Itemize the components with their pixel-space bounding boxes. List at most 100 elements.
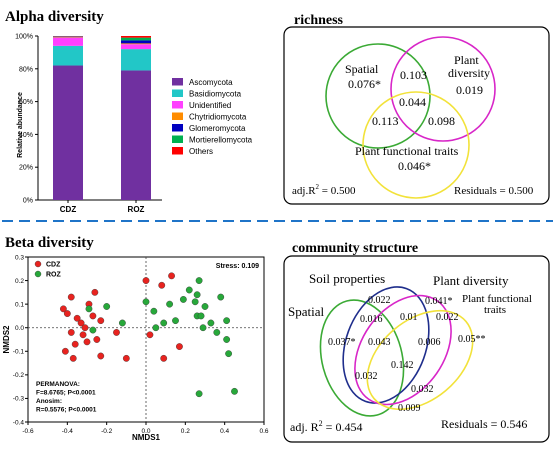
beta-stats-line: F=8.6765; P<0.0001 [36,390,96,397]
richness-spatial-plant: 0.103 [400,68,427,82]
alpha-bar-segment [121,40,151,44]
community-adj-r2: adj. R2 = 0.454 [290,419,362,434]
beta-title: Beta diversity [5,235,94,251]
beta-xtick-label: -0.4 [62,428,74,435]
beta-xtick-label: 0.2 [181,428,190,435]
community-v022a: 0.022 [368,295,391,306]
richness-traits-circle [362,91,470,199]
richness-panel: richness Spatial Plant diversity Plant f… [283,13,550,205]
richness-spatial-only: 0.076* [348,77,381,91]
richness-plant-traits: 0.098 [428,114,455,128]
beta-point [201,303,209,310]
community-set-traits-2: traits [484,304,506,316]
alpha-legend-swatch [172,124,183,132]
beta-point [217,293,225,301]
alpha-category-label: ROZ [128,205,145,214]
beta-point [79,331,87,339]
beta-point [191,298,199,306]
alpha-bar-segment [121,49,151,71]
community-title: community structure [292,241,418,256]
beta-point [179,296,187,303]
richness-spatial-circle [325,43,431,149]
beta-point [168,272,175,280]
community-set-traits: Plant functional [462,293,532,305]
alpha-ytick-label: 60% [19,99,33,106]
community-residuals: Residuals = 0.546 [441,417,527,431]
beta-ytick-label: -0.3 [13,396,25,403]
beta-point [152,324,160,332]
beta-point [67,329,75,336]
community-set-plant: Plant diversity [433,273,509,288]
alpha-bar-segment [121,37,151,41]
beta-ytick-label: 0.0 [15,325,24,332]
community-v016: 0.016 [360,314,383,325]
beta-legend-label: ROZ [46,272,62,279]
alpha-legend-label: Basidiomycota [189,90,242,99]
alpha-legend-swatch [172,147,183,155]
community-v032b: 0.032 [411,384,434,395]
alpha-ytick-label: 100% [15,34,33,41]
beta-stress: Stress: 0.109 [216,263,259,270]
beta-stats-line: PERMANOVA: [36,381,80,388]
beta-point [166,300,174,308]
beta-point [89,312,97,320]
beta-point [160,319,168,327]
community-v009: 0.009 [398,403,421,414]
alpha-legend-label: Glomeromycota [189,124,246,133]
community-soil-ellipse [342,286,430,404]
alpha-ylabel: Relative abundance [17,92,24,158]
beta-xtick-label: 0.4 [220,428,229,435]
alpha-panel: Alpha diversity 0% 20% 40% 60% 80% 100% CDZ ROZ… [5,9,253,214]
beta-point [193,291,201,299]
beta-xlabel: NMDS1 [132,433,161,442]
beta-ytick-label: -0.2 [13,372,25,379]
community-spatial-ellipse [319,299,405,417]
beta-point [176,343,183,350]
richness-set-spatial: Spatial [345,62,379,76]
alpha-legend-swatch [172,112,183,120]
beta-point [225,350,233,358]
beta-ytick-label: -0.4 [13,419,25,426]
richness-set-plant-2: diversity [448,66,490,80]
beta-point [223,317,231,325]
community-v043: 0.043 [368,337,391,348]
beta-point [195,390,203,398]
richness-adj-r2: adj.R2 = 0.500 [292,183,356,197]
beta-ytick-label: 0.1 [15,301,24,308]
beta-point [199,324,207,332]
community-traits-ellipse [366,309,474,411]
richness-frame [283,26,550,205]
alpha-legend-label: Unidentified [189,101,231,110]
beta-stats-line: R=0.5576; P<0.0001 [36,407,97,414]
richness-all: 0.044 [399,95,426,109]
alpha-title: Alpha diversity [5,9,104,25]
community-v037: 0.037* [328,337,356,348]
alpha-legend-swatch [172,89,183,97]
beta-point [77,319,85,327]
community-panel: community structure Soil properties Plan… [283,241,550,443]
beta-point [160,354,168,362]
beta-point [172,317,179,325]
community-set-soil: Soil properties [309,271,385,286]
beta-point [146,331,154,339]
alpha-ytick-label: 0% [23,198,33,205]
alpha-bar-segment [53,37,83,46]
beta-point [83,338,91,346]
alpha-legend-swatch [172,101,183,109]
alpha-bar-chart: 0% 20% 40% 60% 80% 100% CDZ ROZ [15,34,162,214]
alpha-legend-label: Mortierellomycota [189,136,253,145]
beta-point [231,387,238,395]
beta-ylabel: NMDS2 [2,325,11,354]
beta-point [63,310,71,317]
community-set-spatial: Spatial [288,304,324,319]
beta-ytick-label: -0.1 [13,349,25,356]
beta-stats-line: Anosim: [36,398,62,405]
richness-plant-circle [390,36,496,142]
beta-point [93,336,101,343]
community-v142: 0.142 [391,360,414,371]
alpha-legend: Ascomycota Basidiomycota Unidentified Chytr… [172,78,253,156]
beta-point [60,305,67,313]
beta-point [113,329,120,336]
beta-point [197,312,205,320]
alpha-legend-label: Others [189,147,213,156]
